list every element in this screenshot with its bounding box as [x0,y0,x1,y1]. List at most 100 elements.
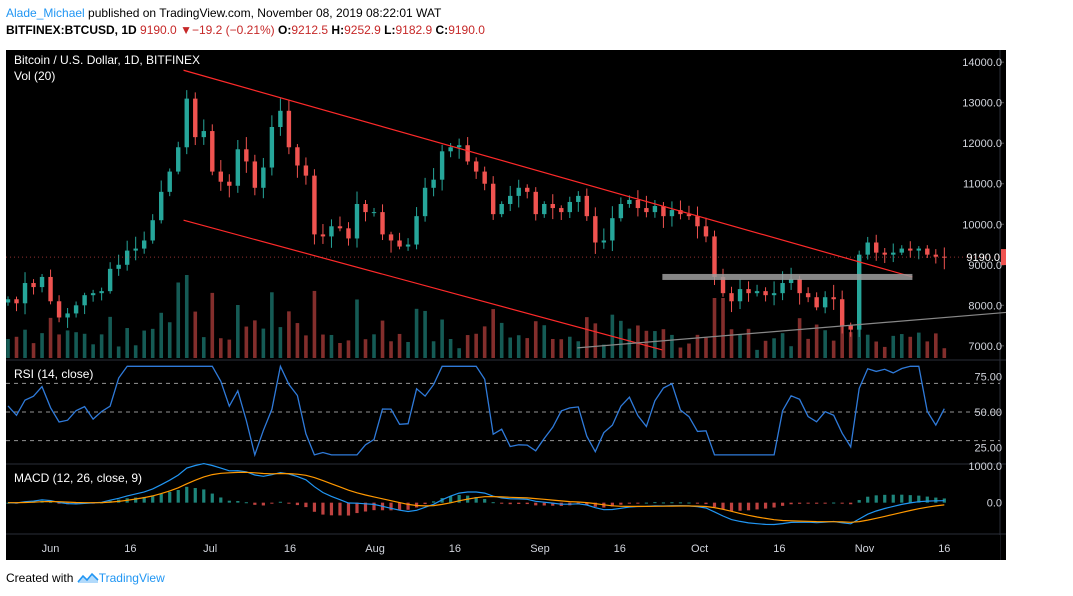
ticker-bar: BITFINEX:BTCUSD, 1D 9190.0 ▼−19.2 (−0.21… [6,22,485,38]
volume-bar [270,292,274,358]
volume-bar [508,337,513,358]
volume-bar [457,348,461,358]
low-value: 9182.9 [395,23,433,37]
candle-body [822,297,828,308]
open-value: 9212.5 [291,23,329,37]
candle-body [618,204,624,219]
time-tick-label: Nov [855,543,875,555]
macd-histogram-bar [159,493,163,503]
volume-bar [593,323,598,358]
macd-pane-title: MACD (12, 26, close, 9) [14,471,142,485]
candle-body [176,147,181,172]
candle-body [124,250,130,265]
macd-histogram-bar [321,502,325,515]
macd-histogram-bar [312,502,317,512]
volume-bar [261,328,266,358]
volume-bar [653,331,657,358]
macd-histogram-bar [363,502,368,512]
volume-bar [304,335,308,358]
volume-bar [125,328,129,358]
candle-body [788,278,794,284]
macd-histogram-bar [185,486,189,503]
candle-body [363,204,368,213]
macd-histogram-bar [746,502,751,511]
candle-body [720,276,726,294]
author-link[interactable]: Alade_Michael [6,6,85,20]
candle-body [133,248,138,251]
candle-body [286,110,292,148]
candle-body [661,206,666,217]
macd-histogram-bar [840,502,844,504]
volume-bar [831,340,836,358]
macd-histogram-bar [763,502,768,509]
macd-histogram-bar [534,502,538,506]
volume-bar [533,321,538,358]
macd-histogram-bar [934,497,938,503]
signal-line [8,471,945,523]
down-arrow-icon: ▼ [180,23,192,37]
candle-body [354,204,360,239]
chart-canvas[interactable]: 7000.0 8000.0 9000.0 10000.0 11000.0 12000.0 1… [6,50,1006,560]
volume-bar [321,334,325,358]
macd-histogram-bar [474,497,478,503]
candle-body [244,149,249,162]
macd-line [7,462,945,526]
candle-body [14,299,19,304]
volume-bar [363,339,368,358]
candle-body [278,110,283,127]
volume-bar [65,330,70,358]
macd-tick-label: 1000.0 [968,461,1002,473]
macd-histogram-bar [644,502,648,504]
macd-histogram-bar [210,493,214,503]
candle-body [218,171,223,182]
volume-bar [406,341,410,358]
candle-body [771,293,777,296]
macd-histogram-bar [678,502,683,504]
volume-bar [712,298,717,358]
macd-histogram-bar [253,502,257,505]
candle-body [550,204,555,209]
candle-body [261,167,266,188]
volume-bar [848,332,853,358]
candle-body [891,252,896,255]
high-value: 9252.9 [344,23,381,37]
volume-bar [619,320,623,358]
volume-bar [99,334,104,358]
volume-bar [244,326,249,358]
volume-bar [746,328,751,358]
candle-body [874,242,879,253]
macd-histogram-bar [287,502,291,504]
candle-body [193,98,198,138]
volume-bar [389,341,393,358]
macd-histogram-bar [551,502,555,506]
candle-body [346,228,351,239]
volume-bar [287,311,291,358]
candle-body [329,226,334,237]
time-tick-label: Aug [365,543,385,555]
volume-bar [431,341,436,358]
macd-histogram-bar [542,502,546,506]
tradingview-brand-link[interactable]: TradingView [98,571,165,585]
macd-histogram-bar [687,502,691,504]
volume-bar [814,324,819,358]
candle-body [542,204,547,215]
rising-trendline [577,311,1006,349]
volume-bar [193,311,198,358]
candle-body [763,291,768,296]
macd-histogram-bar [134,497,138,503]
candle-body [805,293,811,298]
volume-bar [159,312,164,358]
volume-bar [899,334,904,358]
volume-bar [236,304,240,358]
candle-body [414,216,419,245]
macd-histogram-bar [917,495,921,503]
candle-body [439,151,445,180]
macd-histogram-bar [593,502,597,507]
macd-histogram-bar [193,488,197,503]
macd-histogram-bar [772,502,776,508]
volume-bar [840,323,844,358]
macd-histogram-bar [661,502,666,504]
macd-histogram-bar [815,502,819,504]
candle-body [525,187,530,192]
macd-histogram-bar [406,502,410,510]
